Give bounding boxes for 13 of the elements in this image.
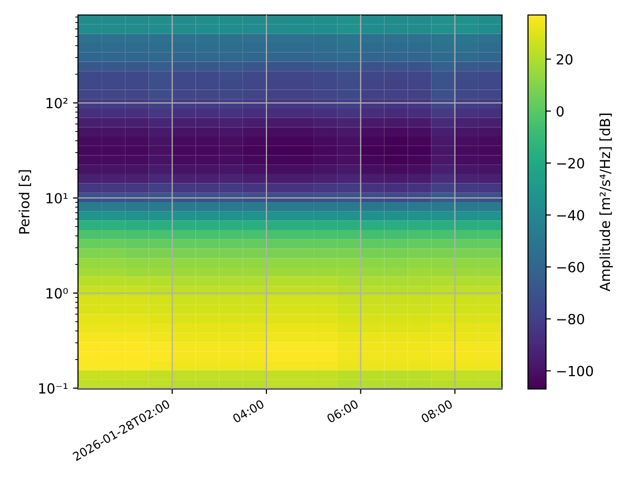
color-bar-label: −40 xyxy=(557,210,584,220)
color-bar-label: −80 xyxy=(557,314,584,324)
color-bar-label: 20 xyxy=(556,54,572,65)
color-bar-label: −20 xyxy=(557,158,584,169)
color-bar-label: −100 xyxy=(557,366,593,376)
color-bar-title: Amplitude [m²/s⁴/Hz] [dB] xyxy=(599,114,613,292)
color-bar-label: −60 xyxy=(557,262,584,272)
y-axis-title: Period [s] xyxy=(18,170,32,234)
y-tick-label: 10² xyxy=(46,98,68,108)
y-tick-label: 10⁻¹ xyxy=(39,383,68,394)
y-tick-label: 10¹ xyxy=(46,192,68,204)
color-bar-label: 0 xyxy=(556,106,564,117)
y-tick-label: 10⁰ xyxy=(46,288,68,299)
